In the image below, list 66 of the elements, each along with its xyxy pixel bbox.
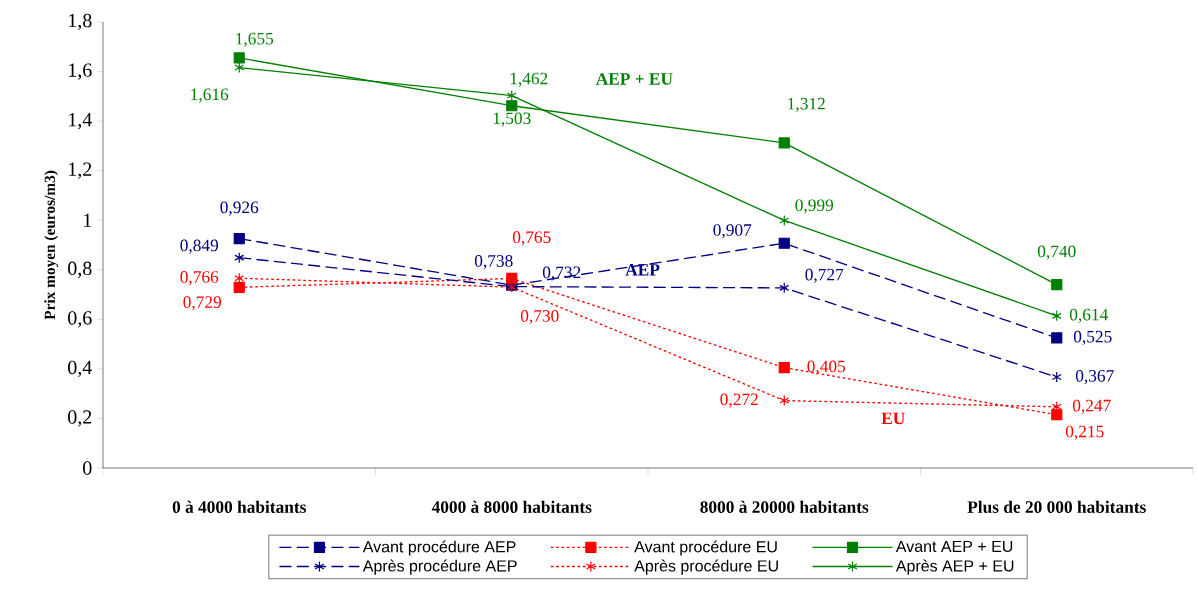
y-tick-label: 1,6 bbox=[69, 63, 92, 80]
y-tick-label: 0,4 bbox=[68, 360, 92, 378]
data-label: 0,740 bbox=[1037, 245, 1076, 260]
data-label: 0,247 bbox=[1072, 399, 1111, 414]
y-tick-label: 0,2 bbox=[68, 410, 92, 427]
data-label: 0,215 bbox=[1065, 425, 1104, 440]
annotation: AEP + EU bbox=[595, 73, 673, 85]
point bbox=[506, 100, 518, 112]
data-label: 0,766 bbox=[180, 271, 219, 286]
annotation: EU bbox=[881, 412, 905, 425]
data-label: 0,272 bbox=[720, 393, 758, 408]
x-tick-label: 4000 à 8000 habitants bbox=[431, 500, 592, 513]
legend-label: Après procédure AEP bbox=[362, 559, 517, 575]
legend-label: Après AEP + EU bbox=[895, 559, 1014, 575]
y-tick-label: 0,8 bbox=[68, 261, 92, 278]
data-label: 1,616 bbox=[191, 88, 229, 103]
point bbox=[779, 214, 790, 227]
data-label: 1,655 bbox=[236, 32, 274, 48]
legend-label: Avant procédure AEP bbox=[362, 540, 516, 556]
data-label: 0,727 bbox=[805, 268, 844, 283]
point bbox=[1051, 279, 1063, 291]
point bbox=[778, 362, 790, 374]
data-label: 0,926 bbox=[220, 201, 259, 216]
data-label: 0,367 bbox=[1075, 369, 1114, 385]
legend-label: Avant AEP + EU bbox=[895, 540, 1013, 553]
y-tick-label: 1 bbox=[84, 213, 92, 227]
point bbox=[1051, 409, 1063, 421]
data-label: 0,405 bbox=[807, 360, 846, 375]
y-tick-label: 0,6 bbox=[68, 311, 92, 328]
y-tick-label: 1,8 bbox=[69, 13, 92, 31]
point bbox=[233, 281, 245, 293]
y-tick-label: 1,4 bbox=[69, 112, 92, 130]
data-label: 0,765 bbox=[512, 231, 551, 246]
point bbox=[233, 232, 245, 245]
data-label: 0,732 bbox=[542, 266, 581, 281]
data-label: 0,738 bbox=[474, 255, 513, 270]
point bbox=[506, 272, 518, 285]
data-label: 0,999 bbox=[795, 199, 834, 214]
data-label: 0,729 bbox=[183, 296, 222, 311]
point bbox=[1051, 332, 1063, 344]
annotation: AEP bbox=[625, 264, 660, 276]
point bbox=[1051, 310, 1062, 322]
data-label: 0,730 bbox=[520, 310, 559, 325]
data-label: 0,614 bbox=[1069, 308, 1108, 323]
point bbox=[779, 395, 790, 407]
data-label: 1,462 bbox=[510, 72, 548, 87]
x-tick-label: 8000 à 20000 habitants bbox=[700, 500, 869, 513]
y-tick-label: 0 bbox=[83, 461, 92, 475]
x-tick-label: 0 à 4000 habitants bbox=[172, 500, 306, 513]
data-label: 1,503 bbox=[493, 112, 531, 127]
point bbox=[778, 237, 790, 249]
point bbox=[779, 282, 790, 294]
data-label: 1,312 bbox=[788, 97, 825, 112]
legend-label: Après procédure EU bbox=[634, 559, 778, 575]
legend-label: Avant procédure EU bbox=[634, 540, 777, 556]
x-tick-label: Plus de 20 000 habitants bbox=[967, 500, 1146, 513]
point bbox=[233, 52, 245, 64]
point bbox=[1051, 371, 1062, 383]
y-tick-label: 1,2 bbox=[69, 162, 92, 179]
data-label: 0,849 bbox=[180, 239, 219, 254]
y-axis-title: Prix moyen (euros/m3) bbox=[44, 170, 59, 320]
point bbox=[234, 252, 245, 264]
data-label: 0,907 bbox=[713, 224, 752, 239]
point bbox=[506, 89, 517, 102]
point bbox=[778, 137, 790, 149]
data-label: 0,525 bbox=[1073, 330, 1112, 346]
